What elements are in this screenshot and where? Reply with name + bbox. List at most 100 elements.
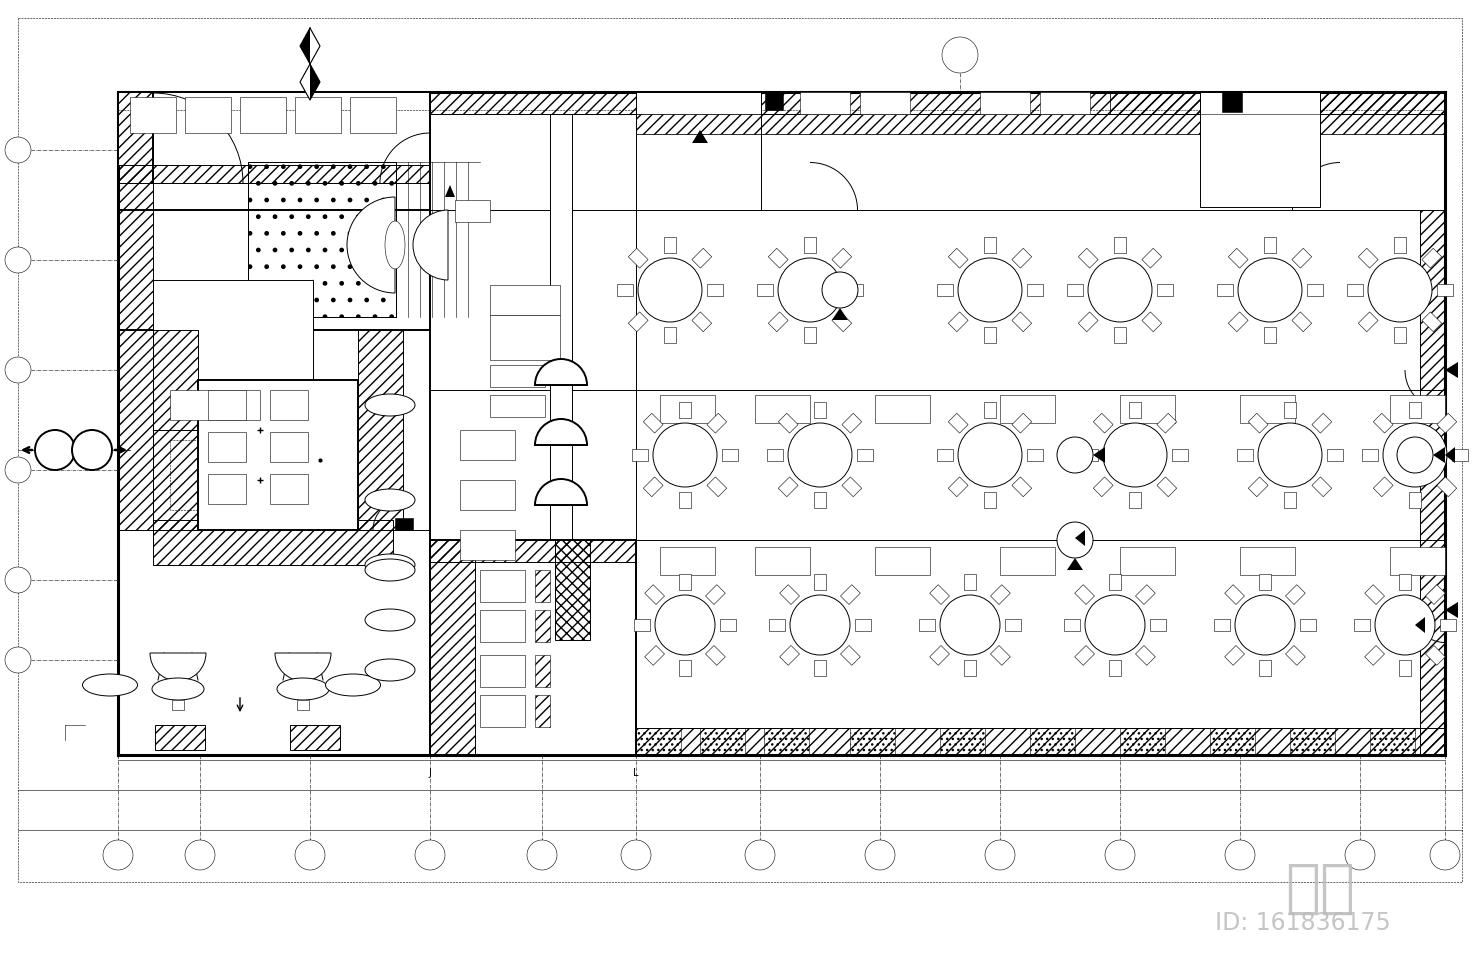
Circle shape	[1085, 595, 1145, 655]
Circle shape	[958, 258, 1021, 322]
Polygon shape	[445, 185, 455, 197]
Circle shape	[103, 840, 133, 870]
Bar	[841, 645, 860, 665]
Circle shape	[1236, 595, 1295, 655]
Bar	[800, 92, 850, 114]
Bar	[1284, 402, 1296, 418]
Bar	[664, 327, 675, 343]
Circle shape	[940, 595, 1001, 655]
Bar	[1120, 395, 1175, 423]
Bar	[721, 449, 738, 461]
Bar	[633, 449, 647, 461]
Bar	[248, 162, 396, 317]
Bar	[937, 449, 953, 461]
Bar	[1157, 284, 1174, 296]
Circle shape	[1383, 423, 1447, 487]
Bar	[701, 728, 745, 755]
Bar	[248, 162, 396, 317]
Bar	[1307, 284, 1323, 296]
Bar	[706, 477, 727, 496]
Circle shape	[1057, 437, 1094, 473]
Bar	[1108, 574, 1120, 590]
Ellipse shape	[325, 674, 380, 696]
Bar	[1364, 585, 1385, 605]
Bar	[678, 574, 692, 590]
Bar	[1012, 477, 1032, 496]
Bar	[643, 477, 664, 496]
Circle shape	[528, 840, 557, 870]
Bar	[1210, 728, 1255, 755]
Bar	[755, 395, 810, 423]
Bar	[1264, 327, 1276, 343]
Bar	[1259, 574, 1271, 590]
Bar	[550, 114, 572, 544]
Text: ID: 161836175: ID: 161836175	[1215, 911, 1391, 935]
Bar	[984, 402, 996, 418]
Bar	[1422, 249, 1441, 268]
Polygon shape	[1414, 617, 1425, 633]
Bar	[664, 237, 675, 253]
Ellipse shape	[365, 609, 415, 631]
Bar	[990, 645, 1011, 665]
Bar	[1286, 645, 1305, 665]
Bar	[455, 200, 491, 222]
Wedge shape	[412, 210, 448, 280]
Bar	[842, 414, 862, 433]
Bar	[980, 92, 1030, 114]
Circle shape	[1239, 258, 1302, 322]
Bar	[1110, 92, 1200, 114]
Circle shape	[4, 357, 31, 383]
Bar	[1157, 477, 1176, 496]
Circle shape	[822, 272, 859, 308]
Bar	[1064, 619, 1080, 631]
Bar	[628, 249, 647, 268]
Bar	[964, 660, 975, 676]
Bar	[118, 92, 430, 165]
Bar	[430, 540, 636, 755]
Bar	[239, 97, 287, 133]
Ellipse shape	[365, 394, 415, 416]
Bar	[1249, 414, 1268, 433]
Bar	[535, 570, 550, 602]
Bar	[1079, 249, 1098, 268]
Bar	[1249, 477, 1268, 496]
Bar	[1114, 327, 1126, 343]
Polygon shape	[310, 64, 321, 100]
Circle shape	[984, 840, 1015, 870]
Bar	[170, 390, 260, 420]
Ellipse shape	[365, 659, 415, 681]
Bar	[270, 474, 307, 504]
Bar	[832, 249, 851, 268]
Bar	[1075, 585, 1095, 605]
Bar	[1301, 619, 1315, 631]
Bar	[1290, 728, 1335, 755]
Bar	[1451, 449, 1468, 461]
Bar	[1389, 395, 1445, 423]
Circle shape	[958, 423, 1021, 487]
Bar	[130, 97, 176, 133]
Bar	[535, 655, 550, 687]
Bar	[430, 540, 636, 562]
Bar	[270, 390, 307, 420]
Ellipse shape	[276, 678, 330, 700]
Bar	[1012, 312, 1032, 332]
Bar	[1129, 492, 1141, 508]
Bar	[1001, 547, 1055, 575]
Bar	[692, 249, 712, 268]
Bar	[171, 700, 183, 710]
Bar	[937, 284, 953, 296]
Bar	[1237, 449, 1253, 461]
Bar	[678, 660, 692, 676]
Bar	[984, 327, 996, 343]
Bar	[185, 97, 231, 133]
Polygon shape	[832, 308, 848, 320]
Wedge shape	[149, 653, 205, 681]
Polygon shape	[1094, 447, 1106, 463]
Bar	[208, 474, 245, 504]
Circle shape	[4, 247, 31, 273]
Bar	[535, 695, 550, 727]
Circle shape	[1258, 423, 1321, 487]
Bar	[766, 92, 783, 110]
Bar	[644, 645, 665, 665]
Bar	[1041, 92, 1089, 114]
